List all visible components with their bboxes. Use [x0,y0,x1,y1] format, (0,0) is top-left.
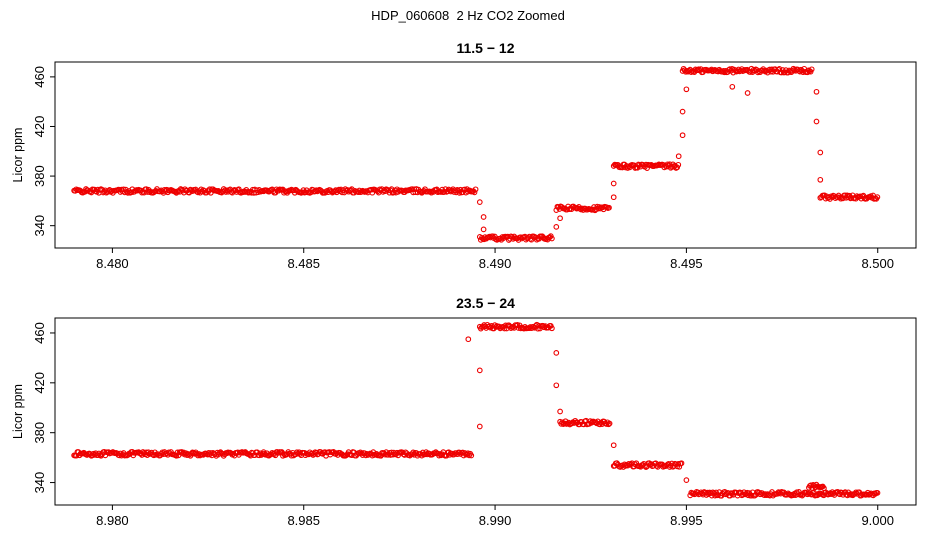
svg-text:8.480: 8.480 [96,256,129,271]
svg-text:Licor ppm: Licor ppm [11,128,25,183]
svg-text:8.995: 8.995 [670,513,703,528]
svg-text:9.000: 9.000 [861,513,894,528]
panel-1-title: 11.5 − 12 [456,40,515,56]
svg-text:8.990: 8.990 [479,513,512,528]
svg-text:Licor ppm: Licor ppm [11,384,25,439]
svg-text:340: 340 [32,472,47,494]
svg-text:8.495: 8.495 [670,256,703,271]
svg-text:8.500: 8.500 [861,256,894,271]
svg-text:8.985: 8.985 [287,513,320,528]
svg-text:420: 420 [32,116,47,138]
svg-text:380: 380 [32,165,47,187]
svg-text:460: 460 [32,322,47,344]
svg-text:340: 340 [32,215,47,237]
panel-2-title: 23.5 − 24 [456,295,515,311]
svg-text:8.485: 8.485 [287,256,320,271]
svg-text:460: 460 [32,66,47,88]
figure-title: HDP_060608 2 Hz CO2 Zoomed [371,8,565,23]
svg-text:380: 380 [32,422,47,444]
svg-text:420: 420 [32,372,47,394]
svg-text:8.490: 8.490 [479,256,512,271]
svg-text:8.980: 8.980 [96,513,129,528]
